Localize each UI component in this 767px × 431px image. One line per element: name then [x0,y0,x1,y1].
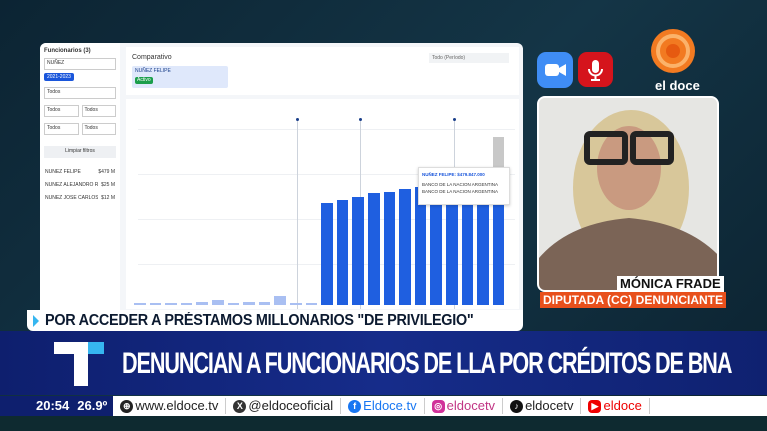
search-input[interactable]: NUÑEZ [44,58,116,70]
bar[interactable] [165,303,177,305]
bar[interactable] [461,177,474,305]
chart-tooltip: NUÑEZ FELIPE: $479.847.000 BANCO DE LA NA… [418,167,510,205]
period-filter-button[interactable]: 2021-2023 [44,73,74,81]
temperature: 26.9º [77,398,108,413]
bar[interactable] [321,202,333,305]
bar[interactable] [477,174,489,305]
select[interactable]: Todos [81,105,116,117]
bar[interactable] [243,301,255,305]
select[interactable]: Todos [44,105,79,117]
globe-icon: ⊕ [120,399,134,413]
eldoce-logo [648,26,698,76]
select[interactable]: Todos [44,87,116,99]
select[interactable]: Todos [44,123,79,135]
clock: 20:54 [36,398,70,413]
bar[interactable] [336,199,349,305]
subtitle-strap: POR ACCEDER A PRÉSTAMOS MILLONARIOS "DE … [27,310,523,331]
bar[interactable] [383,191,396,305]
ticker-bar: 20:54 26.9º ⊕ www.eldoce.tv X @eldoceoficia… [0,396,767,416]
youtube-icon: ▶ [588,399,602,413]
list-item[interactable]: NUÑEZ FELIPE $479 M [45,169,115,175]
bar[interactable] [290,303,302,305]
bar[interactable] [227,303,240,305]
marker-dot[interactable] [296,118,299,121]
bar[interactable] [258,301,271,305]
list-item[interactable]: NUÑEZ ALEJANDRO RAMON$25 M [45,182,115,188]
period-dropdown[interactable]: Todo (Período) [429,53,509,63]
bar[interactable] [274,295,286,305]
guest-name: MÓNICA FRADE [617,276,724,292]
bar[interactable] [368,193,380,305]
x-icon: X [233,399,247,413]
bar[interactable] [305,303,318,305]
telenoche-logo [54,342,108,386]
headline-band [0,331,767,395]
bar[interactable] [352,196,364,305]
status-badge: Activo [135,77,153,84]
microphone-icon [578,52,613,87]
bottom-bar [0,416,767,431]
list-item[interactable]: NUÑEZ JOSE CARLOS $12 M [45,195,115,201]
instagram-icon: ◎ [431,399,445,413]
bar[interactable] [196,301,208,305]
sidebar-title: Funcionarios (3) [44,48,91,54]
bar[interactable] [180,303,193,305]
bar[interactable] [212,300,224,305]
tiktok-icon: ♪ [510,399,524,413]
select[interactable]: Todos [81,123,116,135]
clear-filters-button[interactable]: Limpiar filtros [44,146,116,158]
bar[interactable] [149,303,162,305]
marker-dot[interactable] [453,118,456,121]
bar[interactable] [414,187,427,305]
shared-screen: Funcionarios (3) NUÑEZ 2021-2023 Todos T… [40,43,523,310]
facebook-icon: f [348,399,362,413]
zoom-camera-icon [537,52,573,88]
marker-line [297,119,298,309]
guest-role: DIPUTADA (CC) DENUNCIANTE [540,292,726,308]
bar[interactable] [399,188,411,305]
channel-name: el doce [655,78,700,93]
bar-remainder [492,136,505,169]
bar[interactable] [446,181,458,305]
bar[interactable] [492,168,505,305]
comparison-panel: Comparativo NUÑEZ FELIPE Activo Todo (Per… [126,47,519,309]
bar[interactable] [134,303,146,305]
marker-dot[interactable] [359,118,362,121]
headline: DENUNCIAN A FUNCIONARIOS DE LLA POR CRÉD… [122,347,732,380]
selected-official-chip[interactable]: NUÑEZ FELIPE Activo [132,66,228,88]
officials-sidebar: Funcionarios (3) NUÑEZ 2021-2023 Todos T… [40,43,120,310]
bar[interactable] [430,184,442,305]
arrow-icon [33,314,39,327]
panel-title: Comparativo [132,54,172,61]
bar-chart: NUÑEZ FELIPE: $479.847.000 BANCO DE LA NA… [126,99,519,309]
guest-video [537,96,719,292]
